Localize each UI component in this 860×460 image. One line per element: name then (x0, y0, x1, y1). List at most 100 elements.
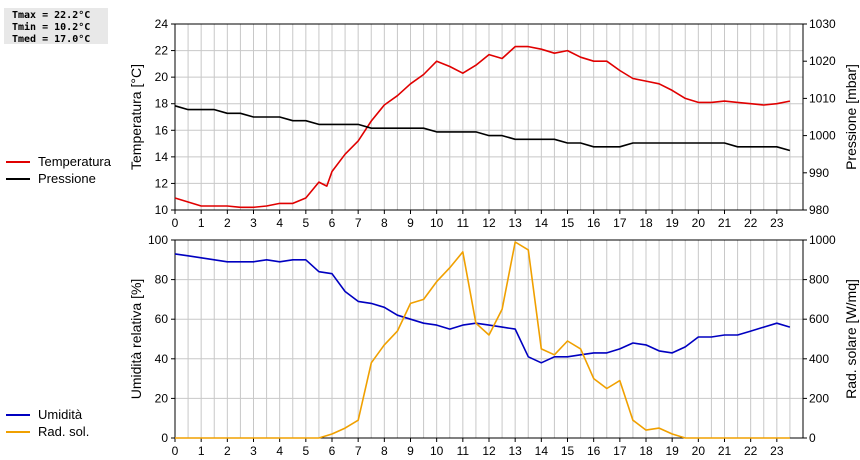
y-tick-label-right: 800 (809, 273, 829, 287)
tmin-text: Tmin = 10.2°C (12, 22, 91, 33)
x-tick-label: 23 (770, 444, 784, 458)
tmed-text: Tmed = 17.0°C (12, 34, 91, 45)
y-axis-title-left: Umidità relativa [%] (128, 279, 144, 400)
x-tick-label: 14 (535, 216, 549, 230)
x-tick-label: 4 (276, 216, 283, 230)
x-tick-label: 6 (329, 444, 336, 458)
y-tick-label-left: 80 (155, 273, 169, 287)
x-tick-label: 5 (302, 216, 309, 230)
legend-swatch-pressione (6, 178, 30, 180)
y-axis-title-right: Pressione [mbar] (843, 64, 859, 170)
x-tick-label: 12 (482, 444, 496, 458)
x-tick-label: 20 (692, 216, 706, 230)
x-tick-label: 17 (613, 216, 627, 230)
legend-label-pressione: Pressione (38, 171, 96, 186)
x-tick-label: 10 (430, 216, 444, 230)
legend-swatch-umidita (6, 414, 30, 416)
legend-bottom: Umidità Rad. sol. (6, 406, 89, 440)
y-tick-label-right: 1020 (809, 54, 836, 68)
x-tick-label: 18 (639, 216, 653, 230)
x-tick-label: 21 (718, 216, 732, 230)
x-tick-label: 2 (224, 216, 231, 230)
x-tick-label: 0 (172, 444, 179, 458)
legend-label-umidita: Umidità (38, 407, 83, 422)
y-tick-label-left: 10 (155, 203, 169, 217)
series-line-temperatura (174, 45, 791, 209)
x-tick-label: 19 (665, 216, 679, 230)
y-tick-label-right: 1030 (809, 17, 836, 31)
x-tick-label: 1 (198, 444, 205, 458)
x-tick-label: 16 (587, 444, 601, 458)
series-line-rad-sol- (175, 241, 790, 439)
x-tick-label: 6 (329, 216, 336, 230)
x-tick-label: 19 (665, 444, 679, 458)
x-tick-label: 16 (587, 216, 601, 230)
y-tick-label-left: 24 (155, 17, 169, 31)
x-tick-label: 8 (381, 216, 388, 230)
x-tick-label: 7 (355, 444, 362, 458)
y-tick-label-right: 400 (809, 352, 829, 366)
x-tick-label: 11 (457, 216, 470, 230)
x-tick-label: 9 (407, 216, 414, 230)
x-tick-label: 5 (302, 444, 309, 458)
y-tick-label-left: 0 (161, 431, 168, 445)
x-tick-label: 14 (535, 444, 549, 458)
series-line-pressione (174, 105, 791, 152)
x-tick-label: 13 (508, 444, 522, 458)
x-tick-label: 23 (770, 216, 784, 230)
x-tick-label: 12 (482, 216, 496, 230)
y-tick-label-right: 1010 (809, 91, 836, 105)
legend-item-temperatura: Temperatura (6, 153, 111, 170)
y-tick-label-left: 100 (148, 233, 168, 247)
x-tick-label: 22 (744, 444, 758, 458)
x-tick-label: 15 (561, 216, 575, 230)
y-tick-label-left: 12 (155, 176, 169, 190)
y-tick-label-left: 22 (155, 44, 169, 58)
legend-swatch-radsol (6, 431, 30, 433)
x-tick-label: 15 (561, 444, 575, 458)
x-tick-label: 0 (172, 216, 179, 230)
series-line-umidit- (174, 253, 791, 364)
y-tick-label-right: 1000 (809, 233, 836, 247)
x-tick-label: 4 (276, 444, 283, 458)
legend-item-umidita: Umidità (6, 406, 89, 423)
y-tick-label-left: 60 (155, 312, 169, 326)
x-tick-label: 22 (744, 216, 758, 230)
x-tick-label: 21 (718, 444, 732, 458)
y-tick-label-left: 40 (155, 352, 169, 366)
y-tick-label-right: 600 (809, 312, 829, 326)
x-tick-label: 8 (381, 444, 388, 458)
x-tick-label: 20 (692, 444, 706, 458)
x-tick-label: 10 (430, 444, 444, 458)
x-tick-label: 11 (457, 444, 470, 458)
y-axis-title-left: Temperatura [°C] (128, 64, 144, 170)
y-tick-label-right: 200 (809, 391, 829, 405)
y-tick-label-right: 1000 (809, 129, 836, 143)
y-tick-label-left: 18 (155, 97, 169, 111)
x-tick-label: 7 (355, 216, 362, 230)
x-tick-label: 3 (250, 216, 257, 230)
y-tick-label-left: 14 (155, 150, 169, 164)
x-tick-label: 17 (613, 444, 627, 458)
legend-item-pressione: Pressione (6, 170, 111, 187)
x-tick-label: 9 (407, 444, 414, 458)
legend-top: Temperatura Pressione (6, 153, 111, 187)
y-tick-label-right: 990 (809, 166, 829, 180)
legend-item-radsol: Rad. sol. (6, 423, 89, 440)
stats-box: Tmax = 22.2°C Tmin = 10.2°C Tmed = 17.0°… (4, 8, 108, 45)
x-tick-label: 2 (224, 444, 231, 458)
tmax-text: Tmax = 22.2°C (12, 10, 91, 21)
x-tick-label: 3 (250, 444, 257, 458)
legend-label-temperatura: Temperatura (38, 154, 111, 169)
y-tick-label-right: 0 (809, 431, 816, 445)
legend-swatch-temperatura (6, 161, 30, 163)
y-tick-label-left: 16 (155, 123, 169, 137)
y-tick-label-left: 20 (155, 70, 169, 84)
x-tick-label: 1 (198, 216, 205, 230)
x-tick-label: 18 (639, 444, 653, 458)
y-tick-label-left: 20 (155, 391, 169, 405)
x-tick-label: 13 (508, 216, 522, 230)
y-tick-label-right: 980 (809, 203, 829, 217)
y-axis-title-right: Rad. solare [W/mq] (843, 279, 859, 399)
